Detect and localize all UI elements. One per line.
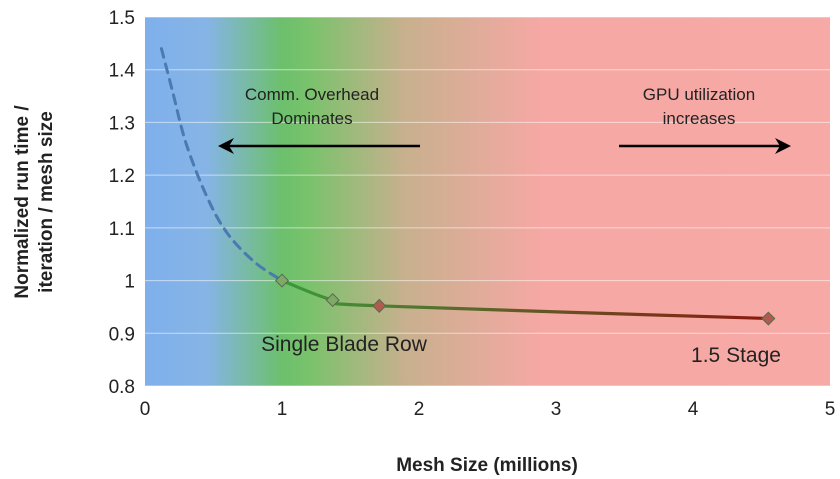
annotation-blade-text: Single Blade Row [261,333,428,356]
y-axis-label-line: Normalized run time / [12,105,33,299]
x-tick-label: 5 [825,399,836,420]
annotation-stage-text: 1.5 Stage [691,344,781,367]
y-tick-label: 1.3 [109,113,135,134]
plot-background [145,17,830,386]
data-point-marker [325,293,340,308]
annotation-gpu-text: increases [663,109,736,128]
y-tick-label: 1 [124,272,135,293]
series-group [159,47,776,326]
annotation-comm-text: Dominates [271,109,352,128]
y-tick-label: 1.2 [109,166,135,187]
x-tick-label: 0 [140,399,151,420]
y-tick-label: 1.5 [109,8,135,29]
x-tick-label: 4 [688,399,699,420]
x-tick-label: 3 [551,399,562,420]
y-tick-label: 1.4 [109,61,136,82]
x-tick-labels: 0 1 2 3 4 5 [140,399,836,420]
annotations: Comm. Overhead Dominates GPU utilization in… [218,85,791,367]
arrowhead-icon [775,138,791,154]
data-point-marker [372,298,387,313]
data-point-marker [274,273,290,288]
x-tick-label: 2 [414,399,425,420]
data-point-marker [761,311,776,326]
x-axis-label: Mesh Size (millions) [396,455,578,476]
y-tick-label: 0.8 [109,377,135,398]
y-axis-label-line: iteration / mesh size [36,111,57,293]
y-tick-labels: 0.8 0.9 1 1.1 1.2 1.3 1.4 1.5 [109,8,136,398]
annotation-gpu-text: GPU utilization [643,85,755,104]
x-tick-label: 1 [277,399,288,420]
gridlines [145,16,830,387]
y-tick-label: 0.9 [109,324,135,345]
annotation-comm-text: Comm. Overhead [245,85,379,104]
y-axis-label: Normalized run time / iteration / mesh si… [12,105,57,299]
y-tick-label: 1.1 [109,219,135,240]
arrowhead-icon [218,138,234,154]
